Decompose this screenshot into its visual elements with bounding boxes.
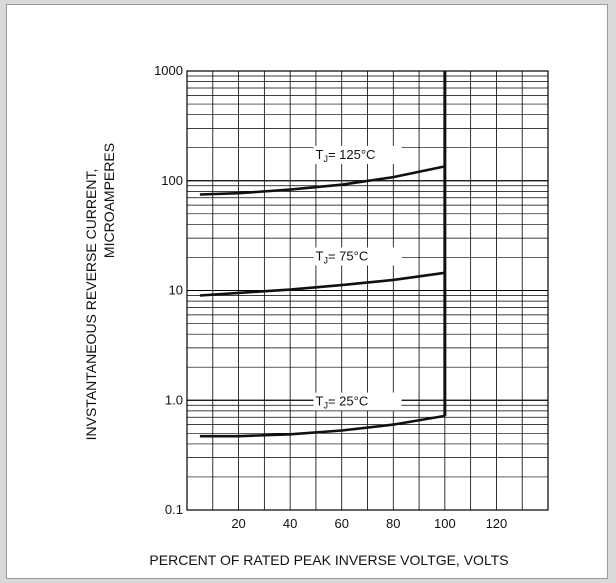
x-tick-label: 20 bbox=[231, 516, 245, 531]
series-curve bbox=[199, 271, 446, 297]
y-axis-title-line-2: MICROAMPERES bbox=[101, 143, 117, 258]
x-tick-label: 60 bbox=[334, 516, 348, 531]
y-tick-label: 1.0 bbox=[165, 392, 183, 407]
y-tick-label: 1000 bbox=[154, 63, 183, 78]
x-tick-label: 40 bbox=[283, 516, 297, 531]
curve-label: TJ= 125°C bbox=[316, 147, 376, 164]
curve-label-background bbox=[313, 392, 402, 411]
y-tick-label: 10 bbox=[169, 283, 183, 298]
curves bbox=[199, 71, 447, 438]
x-tick-label: 80 bbox=[386, 516, 400, 531]
chart-panel bbox=[6, 4, 608, 579]
grid bbox=[187, 71, 548, 510]
curve-label: TJ= 25°C bbox=[316, 394, 369, 411]
series-curve bbox=[199, 165, 446, 196]
tick-labels: 20 40 60 80 100 120 0.1 1.0 10 100 1000 bbox=[154, 63, 507, 531]
plot-border bbox=[186, 70, 549, 511]
x-axis-title: PERCENT OF RATED PEAK INVERSE VOLTGE, VO… bbox=[149, 552, 508, 568]
x-tick-label: 120 bbox=[486, 516, 508, 531]
y-axis-title-line-1: INVSTANTANEOUS REVERSE CURRENT, bbox=[83, 169, 99, 441]
x-tick-label: 100 bbox=[434, 516, 456, 531]
y-tick-label: 0.1 bbox=[165, 502, 183, 517]
curve-label-background bbox=[313, 247, 402, 266]
curve-labels: TJ= 125°C TJ= 75°C TJ= 25°C bbox=[313, 145, 402, 411]
y-tick-label: 100 bbox=[161, 173, 183, 188]
curve-label: TJ= 75°C bbox=[316, 248, 369, 265]
curve-label-background bbox=[313, 145, 402, 164]
series-curve bbox=[199, 414, 446, 438]
